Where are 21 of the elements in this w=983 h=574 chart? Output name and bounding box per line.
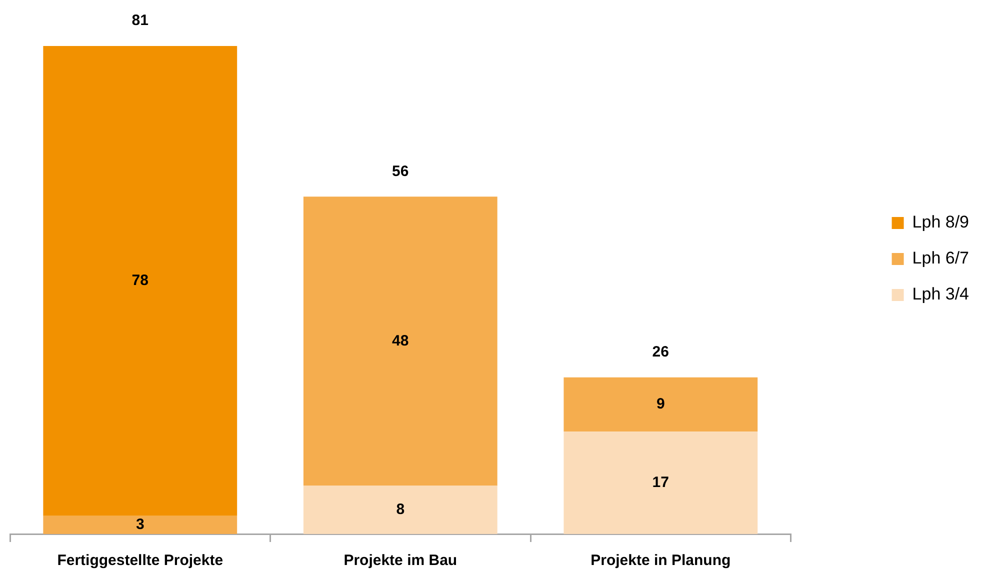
legend-label: Lph 3/4 <box>912 284 970 304</box>
data-label: 17 <box>652 474 669 491</box>
bar <box>303 196 498 486</box>
data-label: 48 <box>392 332 409 350</box>
x-tick-label: Fertiggestellte Projekte <box>57 552 224 570</box>
bar <box>564 432 758 534</box>
data-label: 8 <box>396 501 405 518</box>
total-label: 26 <box>652 344 669 360</box>
bar <box>564 377 758 432</box>
bar <box>43 516 238 534</box>
bar <box>43 46 238 516</box>
data-label: 78 <box>132 272 148 290</box>
legend-label: Lph 8/9 <box>912 212 970 232</box>
total-label: 81 <box>132 12 148 30</box>
x-tick-label: Projekte in Planung <box>590 552 731 570</box>
total-label: 56 <box>392 162 409 180</box>
x-tick-label: Projekte im Bau <box>344 552 458 570</box>
data-label: 9 <box>656 396 665 413</box>
bar <box>303 486 498 534</box>
data-label: 3 <box>136 516 144 534</box>
legend-label: Lph 6/7 <box>912 248 970 268</box>
